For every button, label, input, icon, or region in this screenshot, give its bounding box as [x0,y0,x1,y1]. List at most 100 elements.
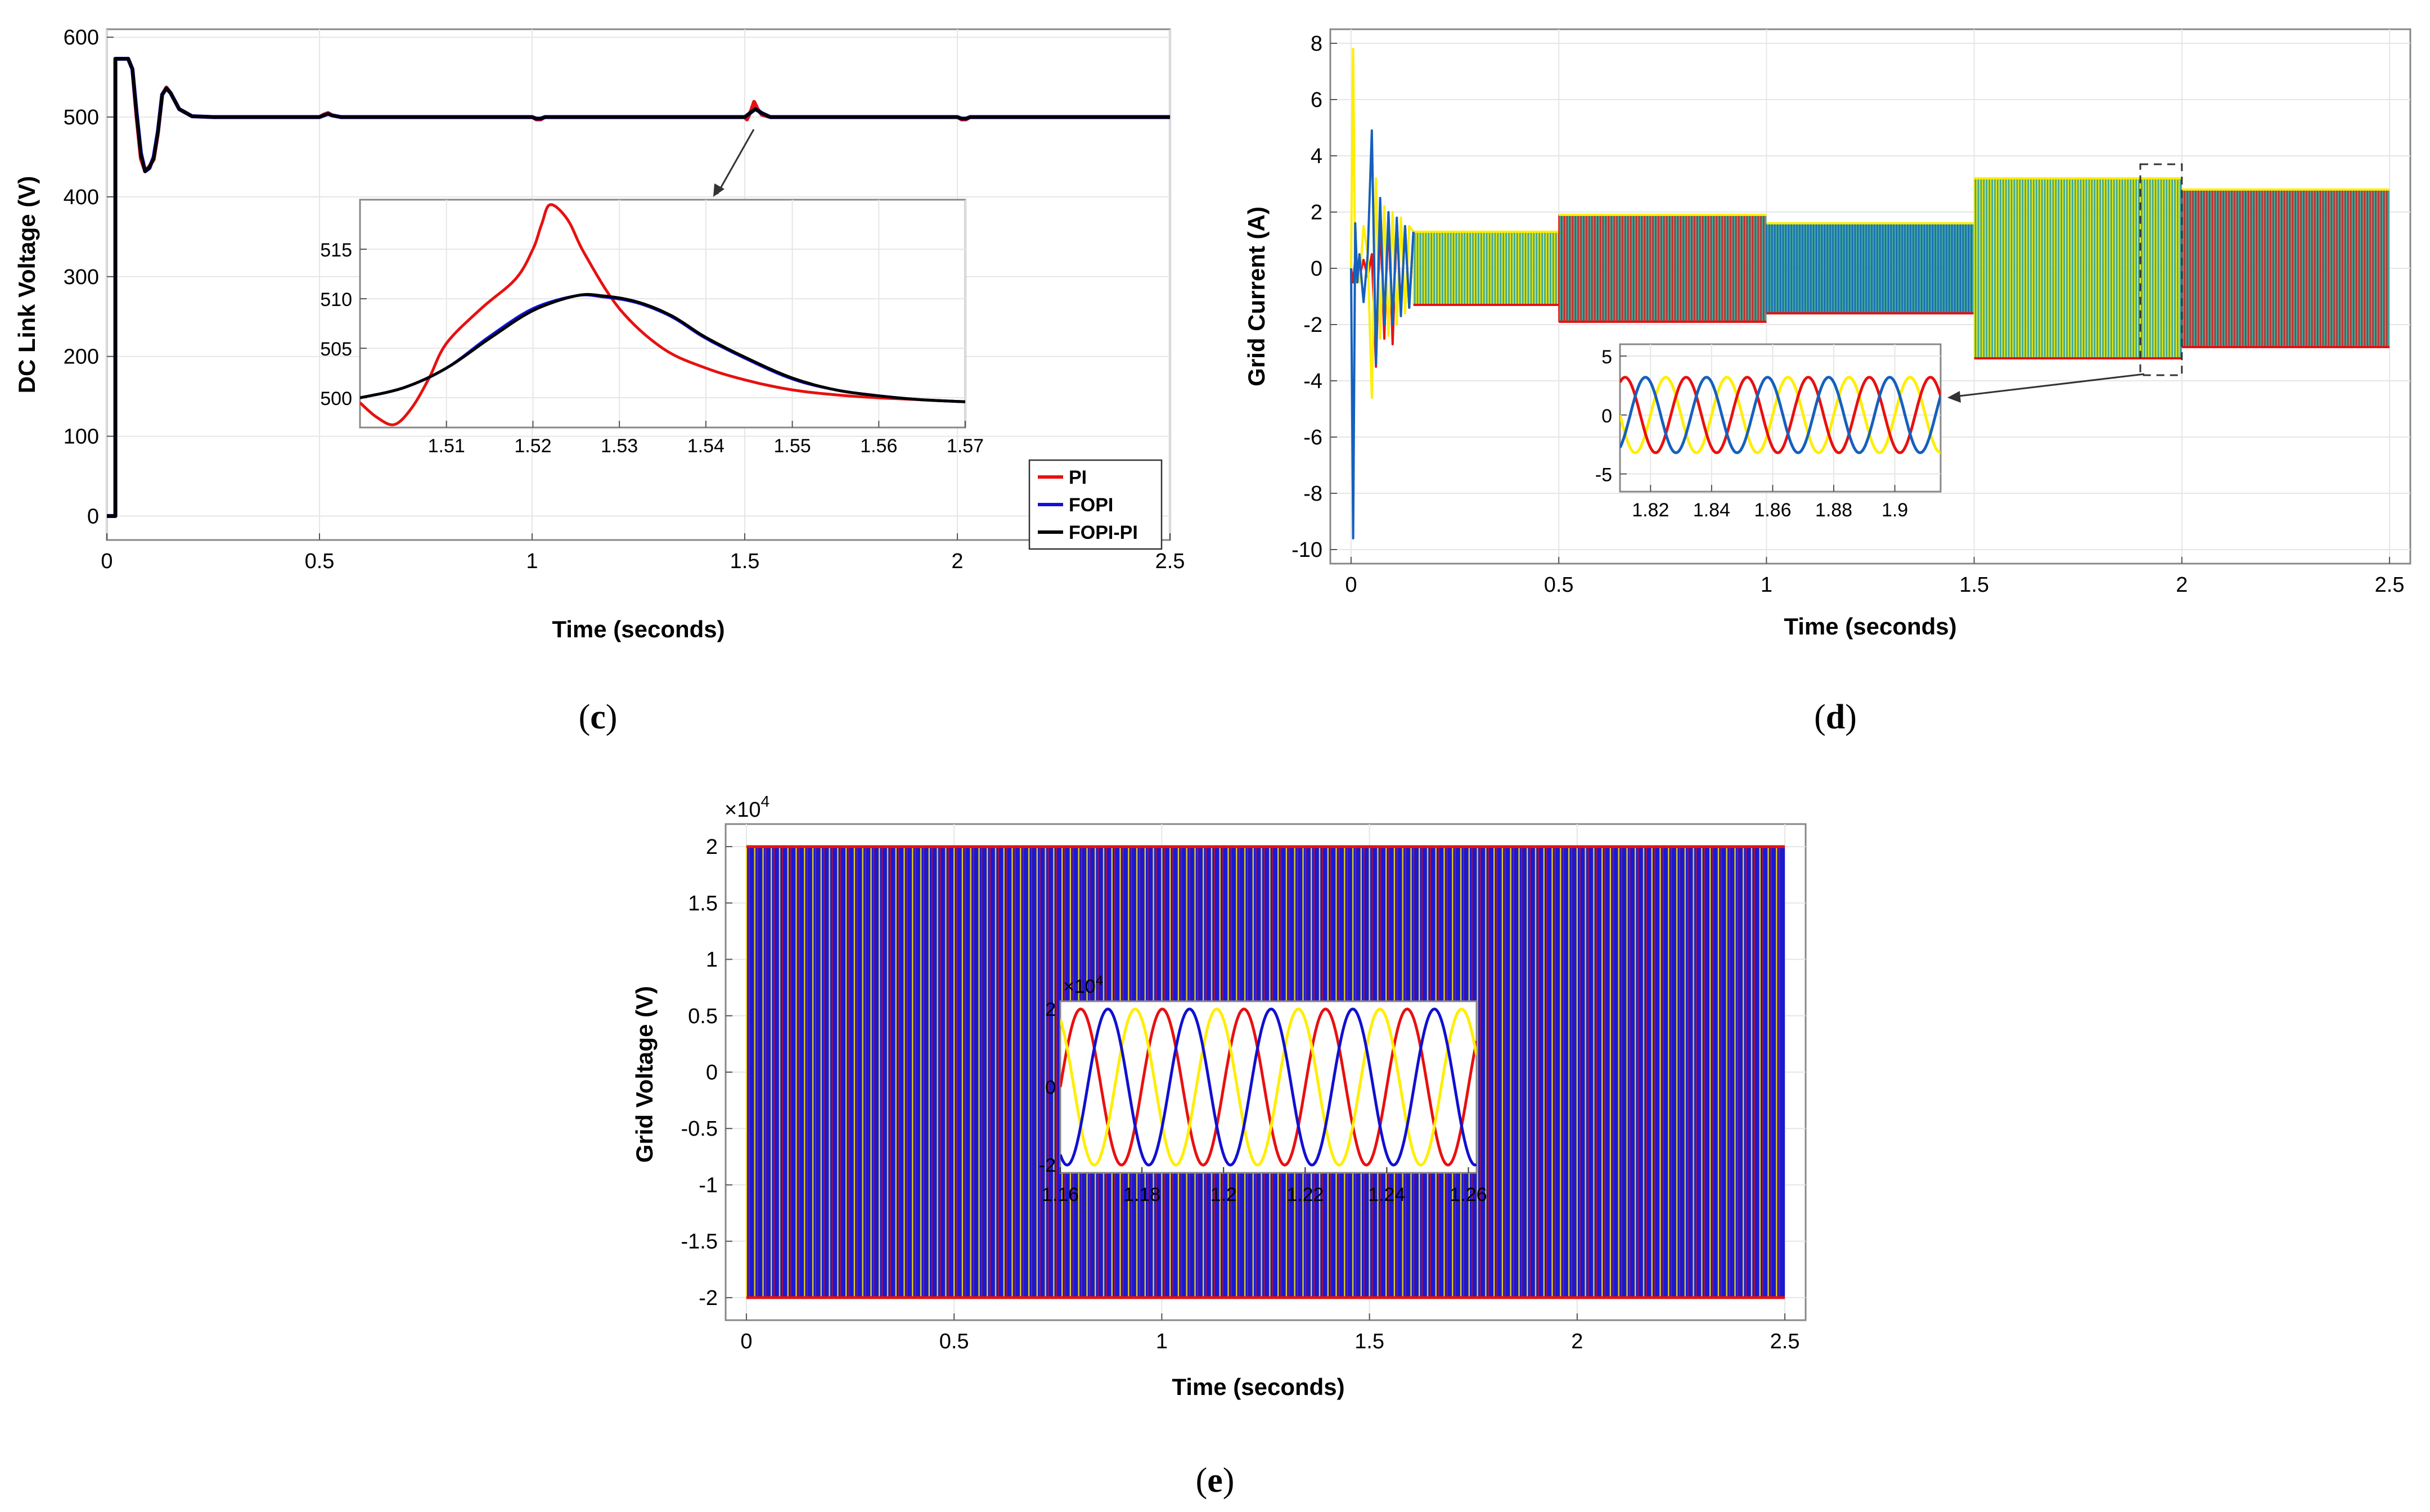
chart-e-ytick-label: -1.5 [681,1230,718,1254]
chart-d-ylabel: Grid Current (A) [1243,206,1270,386]
chart-e-ytick-label: 1.5 [688,892,718,915]
chart-d-ticks: 0 0.5 1 1.5 2 2.5 -10 -8 -6 -4 -2 0 2 4 6 8 [1292,32,2404,597]
chart-d-ytick-label: 8 [1311,32,1322,56]
chart-d-ytick-label: 6 [1311,88,1322,112]
chart-e-inset-xtick-label: 1.18 [1123,1184,1160,1205]
chart-d-inset-xtick-label: 1.9 [1882,500,1908,521]
chart-d-inset-phase-2 [1620,376,1941,454]
chart-e-xlabel: Time (seconds) [1172,1374,1344,1400]
chart-e-inset-phase-0 [1060,1007,1477,1167]
chart-e-inset-phase-2 [1060,1007,1477,1167]
chart-e-inset-xtick-label: 1.2 [1210,1184,1237,1205]
chart-e-inset-xtick-label: 1.22 [1286,1184,1324,1205]
chart-e-inset-xtick-label: 1.26 [1450,1184,1487,1205]
chart-e-ytick-label: -2 [699,1286,718,1310]
chart-d-inset-xtick-label: 1.88 [1815,500,1852,521]
chart-e-ytick-label: 0 [706,1061,718,1084]
chart-d-inset-ticks: 1.82 1.84 1.86 1.88 1.9 -5 0 5 [1595,346,1908,521]
chart-c-inset-ticks: 1.51 1.52 1.53 1.54 1.55 1.56 1.57 500 505 510 515 [320,240,984,457]
chart-d-inset-xtick-label: 1.84 [1693,500,1730,521]
chart-d-series [1349,48,2390,539]
chart-d-xtick-label: 0.5 [1544,573,1574,597]
chart-d-inset-phase-0 [1620,376,1941,454]
chart-c-ytick-label: 0 [87,505,99,528]
chart-e: 0 0.5 1 1.5 2 2.5 -2 -1.5 -1 -0.5 0 0.5 1 1.5 2 ×104 1… [631,793,1807,1500]
chart-c-inset-ytick-label: 515 [320,240,352,261]
chart-d-xlabel: Time (seconds) [1784,613,1956,640]
chart-e-xtick-label: 2.5 [1770,1330,1800,1353]
chart-e-inset-ytick-label: -2 [1039,1155,1056,1176]
chart-e-xtick-label: 2 [1571,1330,1583,1353]
chart-e-ytick-label: -1 [699,1173,718,1197]
chart-d-xtick-label: 1 [1761,573,1772,597]
chart-e-inset-xtick-label: 1.16 [1042,1184,1079,1205]
chart-e-ytick-label: -0.5 [681,1117,718,1141]
chart-d-xtick-label: 2 [2176,573,2188,597]
chart-e-ytick-label: 1 [706,948,718,972]
chart-d-zoom-box [2139,163,2183,376]
chart-d-inset-xtick-label: 1.86 [1754,500,1791,521]
chart-d-band-3 [1974,178,2182,358]
chart-e-multiplier: ×104 [724,793,770,822]
chart-c-inset-xtick-label: 1.56 [860,435,897,457]
chart-c-xlabel: Time (seconds) [552,616,724,642]
chart-d-ytick-label: -8 [1303,482,1322,506]
chart-d-inset-xtick-label: 1.82 [1632,500,1669,521]
chart-c-inset-xtick-label: 1.53 [601,435,638,457]
chart-c-inset-line-pi [360,203,965,426]
chart-e-xtick-label: 1 [1156,1330,1168,1353]
chart-d-xtick-label: 1.5 [1959,573,1989,597]
chart-c-xtick-label: 1 [526,550,538,573]
chart-e-ytick-label: 0.5 [688,1005,718,1028]
chart-c-xtick-label: 1.5 [730,550,760,573]
chart-e-inset-series [1060,1007,1477,1167]
chart-e-inset-ticks: 1.16 1.18 1.2 1.22 1.24 1.26 -2 0 2 [1039,999,1487,1205]
chart-c-zoom-arrow [716,129,755,195]
chart-e-ticks: 0 0.5 1 1.5 2 2.5 -2 -1.5 -1 -0.5 0 0.5 1 1.5 2 [681,835,1800,1353]
chart-c-ytick-label: 300 [64,266,99,289]
chart-d-ytick-label: 4 [1311,145,1322,168]
chart-e-caption: (e) [1196,1461,1235,1500]
chart-e-xtick-label: 0.5 [939,1330,969,1353]
chart-d-band-1 [1559,215,1767,322]
chart-d-inset-ytick-label: 5 [1601,346,1612,368]
chart-d-zoom-arrowhead [1947,391,1961,403]
chart-c-xtick-label: 0.5 [305,550,335,573]
chart-c-caption-letter: c [590,698,606,736]
chart-d-xtick-label: 0 [1345,573,1357,597]
chart-e-xtick-label: 1.5 [1354,1330,1384,1353]
chart-d-band-2 [1766,223,1974,313]
chart-e-inset-multiplier: ×104 [1063,973,1103,997]
chart-c-inset-xtick-label: 1.57 [947,435,984,457]
chart-e-caption-letter: e [1207,1461,1223,1500]
legend-label-pi: PI [1069,467,1087,488]
chart-c-inset-xtick-label: 1.54 [687,435,724,457]
chart-e-inset-ytick-label: 0 [1045,1077,1056,1099]
chart-d-band-4 [2181,190,2390,347]
chart-d-ytick-label: -4 [1303,370,1322,393]
chart-c-ytick-label: 200 [64,345,99,369]
chart-e-ylabel: Grid Voltage (V) [631,986,658,1163]
legend-label-fopi: FOPI [1069,494,1113,516]
chart-c-inset-line-fopi-pi [360,292,965,403]
chart-d-inset-phase-1 [1620,376,1941,454]
legend-label-fopi-pi: FOPI-PI [1069,522,1138,543]
chart-d-band-0 [1413,232,1559,305]
chart-d-transient-blue [1349,129,1415,539]
chart-e-ytick-label: 2 [706,835,718,859]
chart-c-ytick-label: 500 [64,106,99,129]
chart-d-inset-ytick-label: -5 [1595,465,1612,486]
chart-d-ytick-label: 0 [1311,257,1322,281]
chart-c-ylabel: DC Link Voltage (V) [14,176,40,394]
chart-d-zoom-arrow [1954,373,2145,398]
chart-c-xtick-label: 0 [101,550,112,573]
chart-c-series [107,57,1170,518]
chart-d-inset-area [1619,343,1942,493]
chart-c-inset-ytick-label: 510 [320,289,352,310]
chart-d-band-stripes-0 [1412,232,1558,305]
chart-d-inset-ytick-label: 0 [1601,406,1612,427]
